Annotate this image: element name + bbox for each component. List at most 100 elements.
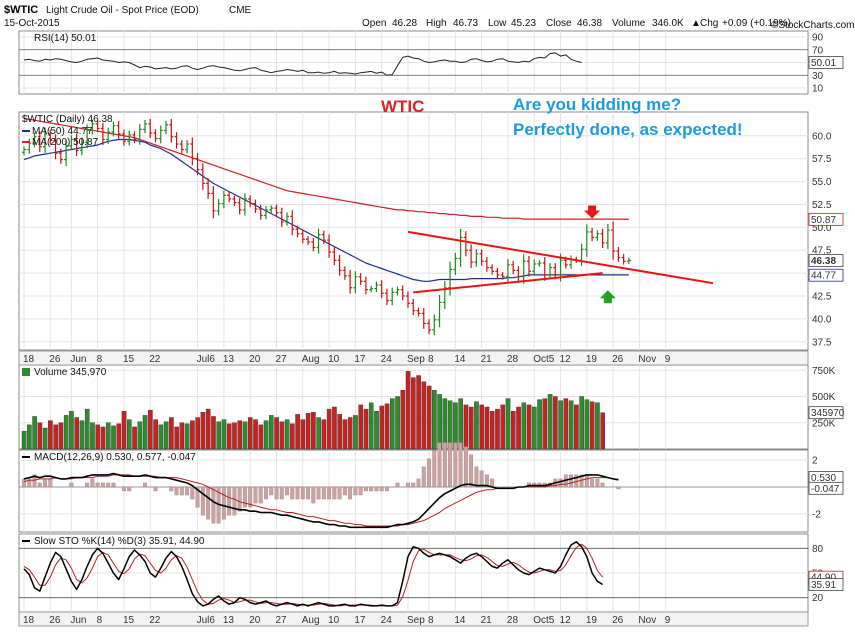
price-bar [85,124,90,149]
price-bar [532,259,537,276]
x-tick-label: 20 [249,615,261,626]
price-bar [132,131,137,144]
header-symbol: $WTIC [4,4,38,16]
x-tick-label: 8 [97,615,103,626]
price-bar [311,238,316,252]
volume-bar [95,424,101,450]
ma200-value-tag-box [808,212,844,226]
price-bar [100,122,105,146]
volume-bar [468,406,474,450]
x-tick-label: 8 [428,354,434,365]
macd-histogram-bar [22,478,26,488]
x-tick-label: 21 [481,354,493,365]
x-tick-label: 9 [665,615,671,626]
volume-bar [27,424,32,450]
price-bar [227,191,232,203]
volume-label: Volume [612,18,646,29]
header-exchange: CME [229,5,252,16]
price-bar [195,153,200,176]
macd-histogram-bar [258,486,263,504]
macd-histogram-bar [358,486,363,496]
volume-bar [37,422,43,450]
header-date: 15-Oct-2015 [4,18,60,29]
macd-hist-tag-box [808,481,844,495]
sto-k-tag: 35.91 [811,580,836,591]
last-price-tag-box [808,254,844,267]
macd-histogram-bar [185,486,190,496]
macd-histogram-bar [484,474,489,488]
x-tick-label: Jul6 [197,354,216,365]
macd-histogram-bar [200,486,205,516]
volume-bar [379,405,385,450]
price-bar [121,129,126,146]
y-tick-label-price: 52.5 [812,200,832,211]
macd-histogram-bar [463,446,468,488]
volume-bar [105,422,111,450]
price-bar [148,118,153,139]
price-bar [179,140,184,154]
volume-bar [495,408,500,450]
volume-bar [184,423,190,450]
rsi-line [23,52,582,76]
price-bar [516,266,521,281]
volume-bar [526,404,532,450]
price-bar [605,223,610,250]
volume-panel-label: Volume 345,970 [34,367,107,378]
volume-bar [558,400,563,450]
volume-bar [510,411,516,450]
price-bar [274,204,279,217]
volume-bar [432,390,437,450]
price-panel-label: $WTIC (Daily) 46.38 [22,114,113,125]
x-tick-label: Aug [302,354,320,365]
macd-histogram-bar [569,474,573,488]
volume-bar [405,371,411,450]
volume-bar [205,408,211,450]
y-tick-label-price: 50.0 [812,223,832,234]
x-tick-label: Jun [70,615,86,626]
sto-panel-label: Slow STO %K(14) %D(3) 35.91, 44.90 [34,536,205,547]
volume-bar [279,421,285,450]
macd-histogram-bar [253,486,258,504]
volume-bar [474,401,479,450]
volume-bar [416,375,421,450]
x-tick-label: Aug [302,615,320,626]
price-bar [537,260,542,267]
volume-bar [53,424,58,450]
volume-bar [300,419,306,450]
x-tick-label: 15 [123,354,135,365]
macd-value-tag: 0.530 [811,473,836,484]
macd-histogram-bar [274,486,279,500]
volume-bar [484,406,490,450]
price-bar [553,263,558,280]
x-tick-label: 26 [49,615,61,626]
price-bar [174,132,179,149]
x-tick-label: 28 [507,615,519,626]
macd-panel-label: MACD(12,26,9) 0.530, 0.577, -0.047 [34,452,196,463]
price-bar [300,229,305,244]
volume-bar [316,417,321,450]
x-tick-label: 21 [481,615,493,626]
macd-histogram-bar [442,442,447,488]
y-tick-label-macd: 2 [812,456,818,467]
volume-bar [263,420,269,450]
volume-bar [200,412,206,450]
volume-bar [69,411,74,450]
macd-histogram-bar [311,486,316,504]
volume-bar [563,398,569,450]
x-axis-strip [18,350,809,366]
trendline [413,272,603,294]
volume-bar [226,423,232,450]
macd-histogram-bar [43,478,47,488]
macd-histogram-bar [616,486,621,490]
ma200-legend-label: MA(200) 50.87 [32,137,99,148]
macd-histogram-bar [321,486,326,500]
price-bar [79,137,84,156]
macd-line [23,472,619,529]
volume-bar [216,421,222,450]
macd-histogram-bar [332,486,337,500]
price-bar [411,298,416,316]
volume-bar [195,417,200,450]
volume-bar [358,404,364,450]
volume-bar [489,411,495,450]
macd-histogram-bar [384,486,389,492]
